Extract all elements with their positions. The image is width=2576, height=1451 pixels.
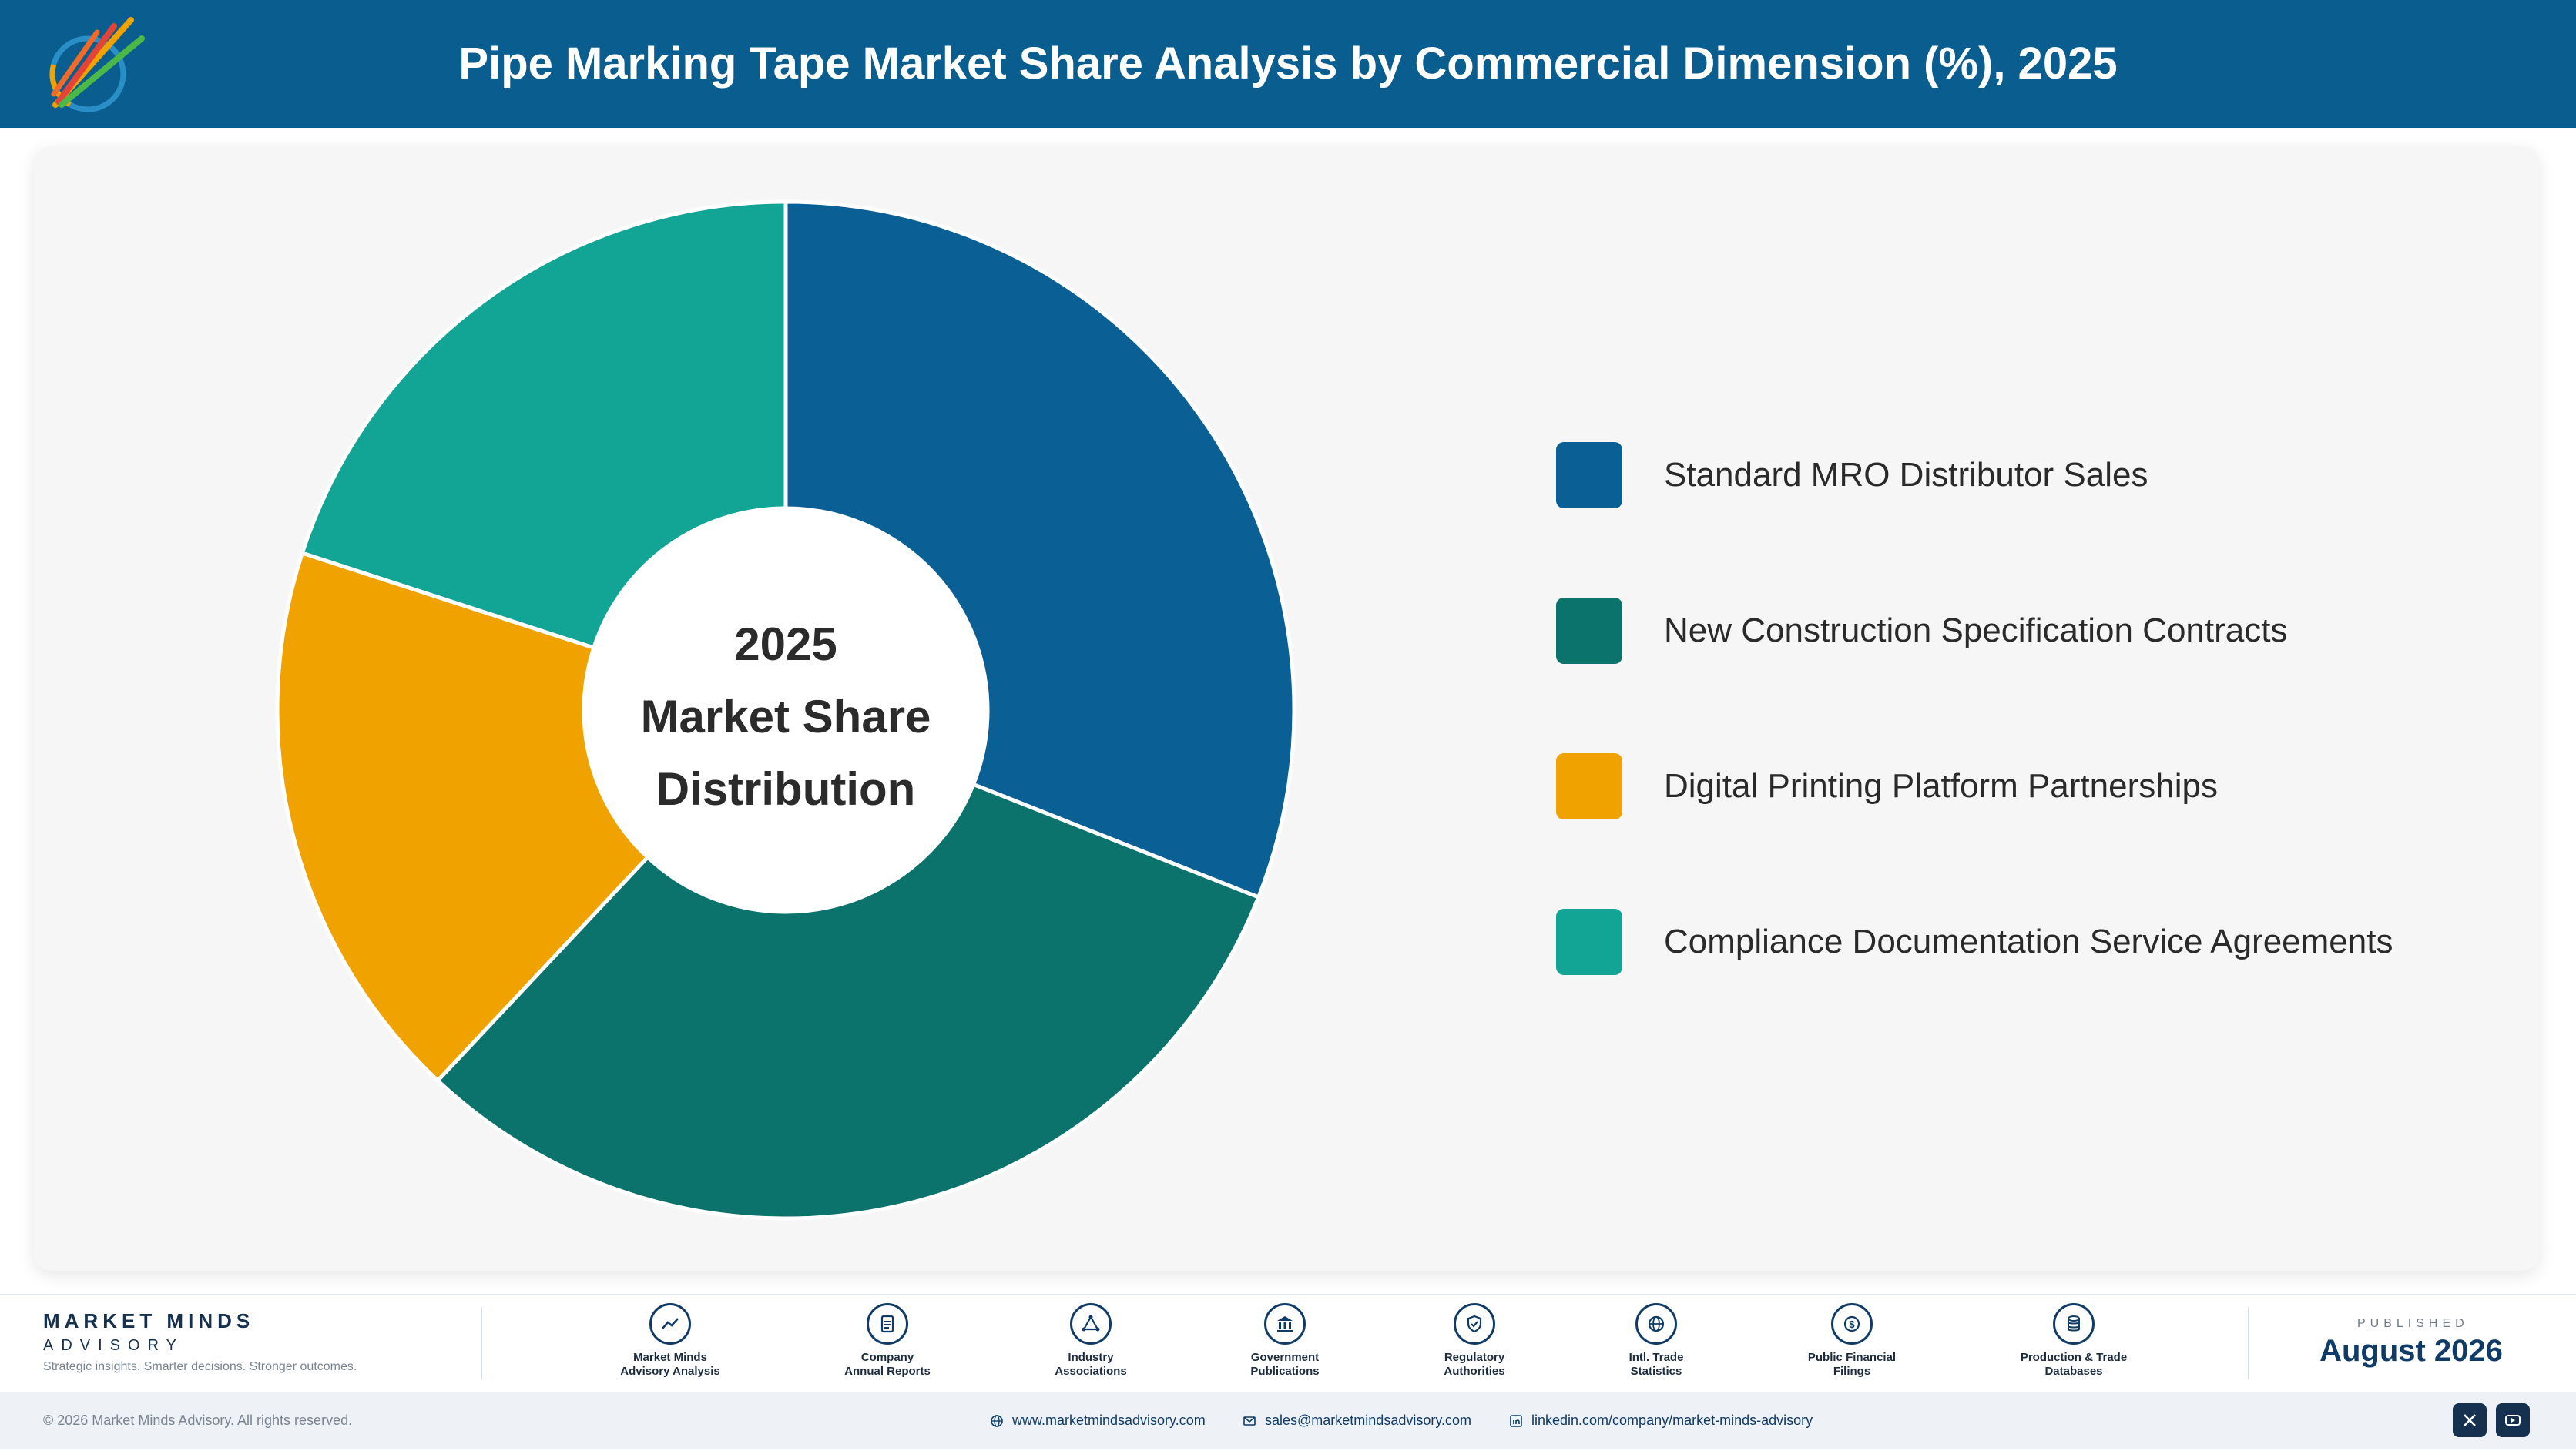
source-market-minds[interactable]: Market Minds Advisory Analysis — [593, 1303, 747, 1379]
source-label-line1: Regulatory — [1444, 1351, 1505, 1364]
linkedin-text: linkedin.com/company/market-minds-adviso… — [1531, 1412, 1813, 1428]
source-trade-statistics[interactable]: Intl. Trade Statistics — [1579, 1303, 1733, 1379]
x-logo-icon — [2464, 1414, 2476, 1426]
network-icon — [1070, 1303, 1112, 1345]
legend-item: Compliance Documentation Service Agreeme… — [1556, 909, 2480, 977]
center-label-line2: Market Share — [640, 691, 931, 742]
youtube-social-button[interactable] — [2496, 1403, 2530, 1437]
legend-label: Compliance Documentation Service Agreeme… — [1664, 923, 2393, 960]
shield-check-icon — [1454, 1303, 1495, 1345]
source-label-line2: Databases — [2044, 1365, 2103, 1378]
dollar-icon: $ — [1831, 1303, 1873, 1345]
document-icon — [867, 1303, 908, 1345]
email-link[interactable]: sales@marketmindsadvisory.com — [1242, 1412, 1471, 1429]
center-label-year: 2025 — [734, 618, 837, 670]
source-label-line1: Market Minds — [633, 1351, 707, 1364]
header-bar: Pipe Marking Tape Market Share Analysis … — [0, 0, 2576, 128]
source-label-line2: Filings — [1833, 1365, 1871, 1378]
source-trade-databases[interactable]: Production & Trade Databases — [1997, 1303, 2151, 1379]
donut-center-label: 2025 Market Share Distribution — [585, 608, 986, 826]
source-label-line2: Authorities — [1444, 1365, 1505, 1378]
footer-divider — [481, 1308, 482, 1379]
email-text: sales@marketmindsadvisory.com — [1265, 1412, 1472, 1428]
legend-label: Standard MRO Distributor Sales — [1664, 456, 2148, 494]
source-label-line1: Intl. Trade — [1628, 1351, 1684, 1364]
donut-hole — [584, 508, 988, 912]
page-title: Pipe Marking Tape Market Share Analysis … — [458, 39, 2118, 89]
source-label-line1: Company — [860, 1351, 914, 1364]
legend-swatch — [1556, 753, 1622, 819]
source-financial-filings[interactable]: $ Public Financial Filings — [1775, 1303, 1929, 1379]
legend-swatch — [1556, 598, 1622, 664]
x-social-button[interactable] — [2453, 1403, 2487, 1437]
brand-name: MARKET MINDS — [43, 1309, 255, 1332]
footer-divider — [2248, 1308, 2249, 1379]
published-label: PUBLISHED — [2357, 1317, 2469, 1330]
source-label-line1: Production & Trade — [2020, 1351, 2128, 1364]
source-government-publications[interactable]: Government Publications — [1208, 1303, 1362, 1379]
bottom-bar — [0, 1392, 2576, 1449]
source-label-line2: Advisory Analysis — [620, 1365, 720, 1378]
source-label-line1: Public Financial — [1807, 1351, 1897, 1364]
source-label-line2: Annual Reports — [844, 1365, 931, 1378]
center-label-line3: Distribution — [656, 763, 916, 815]
legend-swatch — [1556, 909, 1622, 975]
globe-icon — [1635, 1303, 1677, 1345]
source-label-line1: Government — [1250, 1351, 1320, 1364]
mail-icon — [1243, 1416, 1256, 1426]
legend-item: Standard MRO Distributor Sales — [1556, 442, 2480, 510]
government-building-icon — [1264, 1303, 1306, 1345]
published-date: August 2026 — [2319, 1334, 2503, 1368]
source-label-line2: Publications — [1250, 1365, 1320, 1378]
brand-subtitle: ADVISORY — [43, 1337, 184, 1354]
source-label-line2: Statistics — [1630, 1365, 1682, 1378]
website-link[interactable]: www.marketmindsadvisory.com — [989, 1412, 1206, 1429]
svg-text:$: $ — [1849, 1319, 1855, 1330]
brand-tagline: Strategic insights. Smarter decisions. S… — [43, 1360, 357, 1373]
globe-icon — [991, 1414, 1003, 1427]
legend-swatch — [1556, 442, 1622, 508]
source-industry-associations[interactable]: Industry Associations — [1014, 1303, 1168, 1379]
legend-label: New Construction Specification Contracts — [1664, 612, 2288, 649]
legend-item: New Construction Specification Contracts — [1556, 598, 2480, 665]
copyright-text: © 2026 Market Minds Advisory. All rights… — [43, 1412, 353, 1428]
source-label-line1: Industry — [1068, 1351, 1114, 1364]
trend-icon — [649, 1303, 691, 1345]
youtube-icon — [2505, 1415, 2521, 1426]
legend-label: Digital Printing Platform Partnerships — [1664, 767, 2218, 805]
source-label-line2: Associations — [1055, 1365, 1127, 1378]
website-text: www.marketmindsadvisory.com — [1012, 1412, 1206, 1428]
source-annual-reports[interactable]: Company Annual Reports — [810, 1303, 964, 1379]
linkedin-link[interactable]: linkedin.com/company/market-minds-adviso… — [1508, 1412, 1813, 1429]
source-regulatory-authorities[interactable]: Regulatory Authorities — [1397, 1303, 1551, 1379]
database-icon — [2053, 1303, 2095, 1345]
linkedin-icon — [1510, 1414, 1522, 1427]
legend-item: Digital Printing Platform Partnerships — [1556, 753, 2480, 821]
company-logo-icon — [49, 17, 145, 112]
